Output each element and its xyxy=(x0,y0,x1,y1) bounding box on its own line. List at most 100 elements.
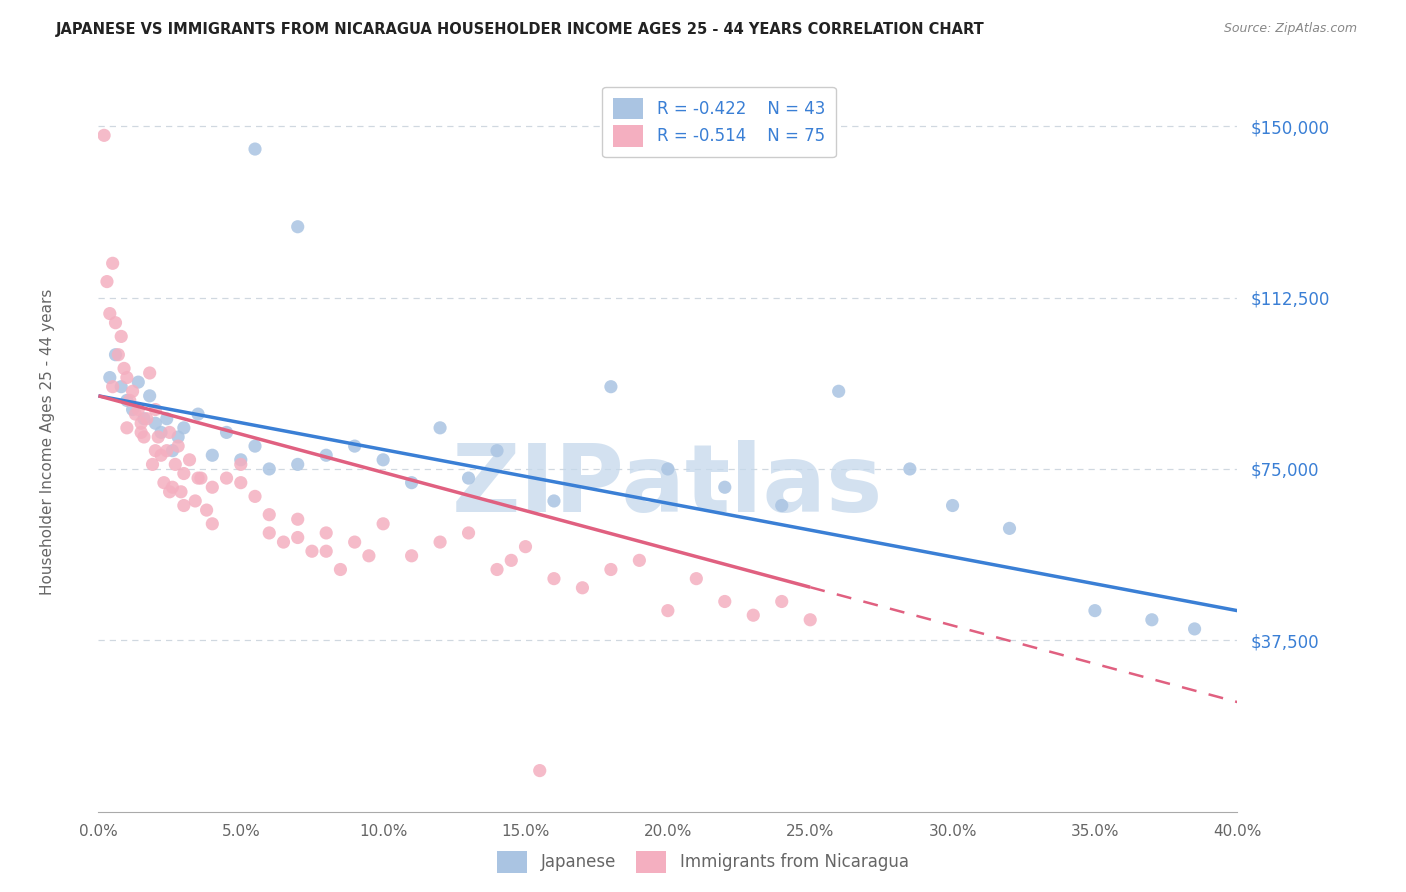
Point xyxy=(162,480,184,494)
Point xyxy=(457,525,479,540)
Point xyxy=(167,439,190,453)
Point xyxy=(229,475,252,490)
Point xyxy=(301,544,323,558)
Point xyxy=(165,458,187,472)
Point xyxy=(287,458,309,472)
Point xyxy=(159,484,181,499)
Point xyxy=(600,380,623,394)
Point xyxy=(770,594,793,608)
Point xyxy=(315,544,337,558)
Legend: Japanese, Immigrants from Nicaragua: Japanese, Immigrants from Nicaragua xyxy=(491,845,915,880)
Point xyxy=(127,375,149,389)
Point xyxy=(799,613,821,627)
Point xyxy=(329,562,352,576)
Point xyxy=(501,553,523,567)
Point xyxy=(457,471,479,485)
Point xyxy=(132,430,155,444)
Point xyxy=(141,458,163,472)
Point xyxy=(173,499,195,513)
Point xyxy=(229,458,252,472)
Point xyxy=(273,535,295,549)
Point xyxy=(162,443,184,458)
Point xyxy=(101,256,124,270)
Point xyxy=(132,411,155,425)
Point xyxy=(529,764,551,778)
Point xyxy=(571,581,593,595)
Point xyxy=(714,480,737,494)
Point xyxy=(201,480,224,494)
Point xyxy=(118,393,141,408)
Point xyxy=(429,535,451,549)
Point xyxy=(770,499,793,513)
Point xyxy=(156,411,179,425)
Point xyxy=(110,329,132,343)
Point xyxy=(315,525,337,540)
Point xyxy=(486,443,509,458)
Point xyxy=(173,467,195,481)
Point xyxy=(543,572,565,586)
Text: Source: ZipAtlas.com: Source: ZipAtlas.com xyxy=(1223,22,1357,36)
Point xyxy=(315,448,337,462)
Point xyxy=(104,348,127,362)
Point xyxy=(714,594,737,608)
Point xyxy=(115,370,138,384)
Point xyxy=(343,439,366,453)
Point xyxy=(101,380,124,394)
Point xyxy=(138,389,160,403)
Point xyxy=(135,411,157,425)
Point xyxy=(401,549,423,563)
Point xyxy=(215,471,238,485)
Point xyxy=(287,512,309,526)
Point xyxy=(600,562,623,576)
Point xyxy=(828,384,851,399)
Point xyxy=(145,417,167,431)
Point xyxy=(170,484,193,499)
Point xyxy=(371,452,394,467)
Point xyxy=(121,402,143,417)
Point xyxy=(98,307,121,321)
Text: JAPANESE VS IMMIGRANTS FROM NICARAGUA HOUSEHOLDER INCOME AGES 25 - 44 YEARS CORR: JAPANESE VS IMMIGRANTS FROM NICARAGUA HO… xyxy=(56,22,986,37)
Point xyxy=(287,531,309,545)
Point xyxy=(657,604,679,618)
Point xyxy=(1140,613,1163,627)
Point xyxy=(357,549,380,563)
Point xyxy=(187,51,209,65)
Point xyxy=(115,421,138,435)
Point xyxy=(156,443,179,458)
Point xyxy=(148,430,170,444)
Point xyxy=(1184,622,1206,636)
Point xyxy=(107,348,129,362)
Point xyxy=(742,608,765,623)
Point xyxy=(343,535,366,549)
Point xyxy=(150,425,173,440)
Point xyxy=(104,316,127,330)
Point xyxy=(259,525,281,540)
Legend: R = -0.422    N = 43, R = -0.514    N = 75: R = -0.422 N = 43, R = -0.514 N = 75 xyxy=(602,87,835,157)
Point xyxy=(243,142,266,156)
Point xyxy=(145,402,167,417)
Point xyxy=(93,128,115,143)
Point xyxy=(129,417,152,431)
Point xyxy=(153,475,176,490)
Point xyxy=(998,521,1021,535)
Point xyxy=(401,475,423,490)
Point xyxy=(145,443,167,458)
Point xyxy=(486,562,509,576)
Text: Householder Income Ages 25 - 44 years: Householder Income Ages 25 - 44 years xyxy=(39,288,55,595)
Point xyxy=(112,361,135,376)
Point xyxy=(129,425,152,440)
Point xyxy=(515,540,537,554)
Point xyxy=(287,219,309,234)
Point xyxy=(685,572,707,586)
Point xyxy=(215,425,238,440)
Point xyxy=(201,448,224,462)
Point xyxy=(138,366,160,380)
Point xyxy=(543,494,565,508)
Point xyxy=(243,489,266,503)
Point xyxy=(115,393,138,408)
Point xyxy=(190,471,212,485)
Point xyxy=(195,503,218,517)
Point xyxy=(167,430,190,444)
Point xyxy=(187,407,209,421)
Point xyxy=(1084,604,1107,618)
